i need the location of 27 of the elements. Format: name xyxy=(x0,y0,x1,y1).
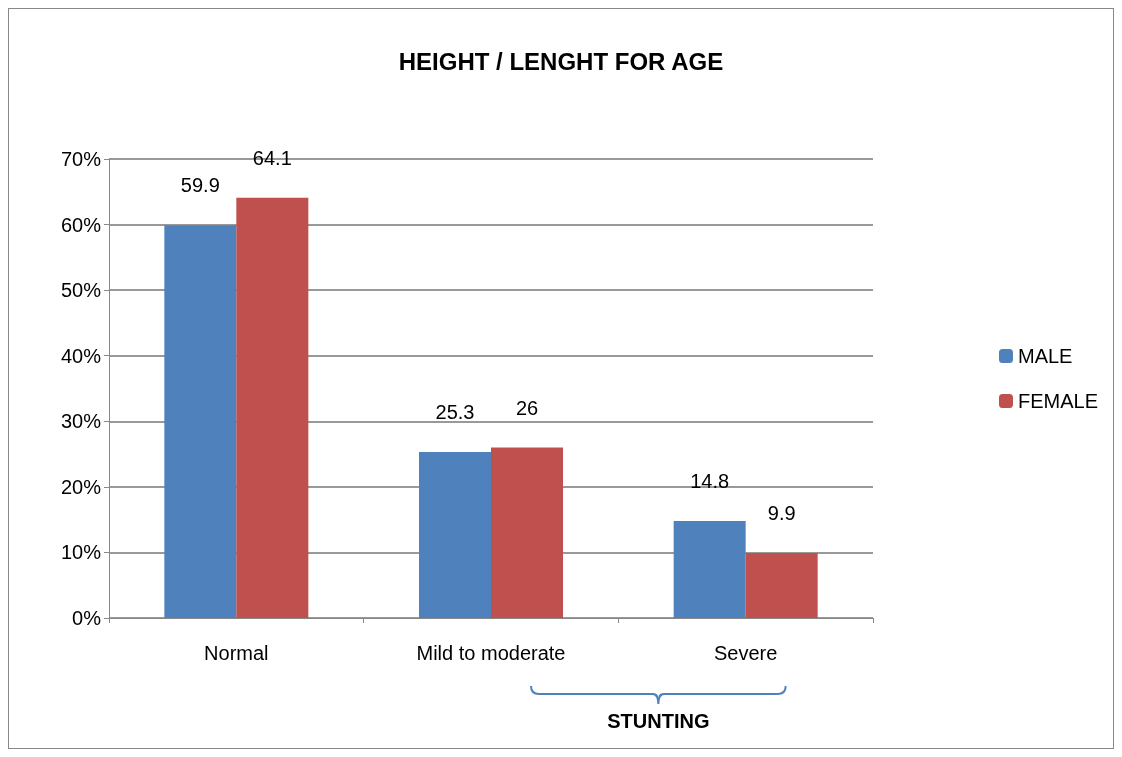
bar xyxy=(491,447,563,618)
y-tick-label: 60% xyxy=(60,213,102,236)
legend-label: MALE xyxy=(1017,345,1073,367)
bar xyxy=(164,225,237,618)
x-tick-label: Normal xyxy=(204,642,269,664)
text: STUNTING xyxy=(606,710,711,733)
y-tick-label: 50% xyxy=(60,279,102,302)
y-tick-label: 40% xyxy=(60,344,102,367)
data-label: 59.9 xyxy=(180,174,220,197)
legend-label: FEMALE xyxy=(1017,390,1099,412)
y-tick-label: 0% xyxy=(72,607,102,629)
bar xyxy=(745,553,818,618)
data-label: 64.1 xyxy=(252,146,292,169)
bar xyxy=(673,520,746,618)
data-label: 9.9 xyxy=(767,502,796,525)
bar xyxy=(236,197,309,618)
data-label: 25.3 xyxy=(435,401,475,424)
y-tick-label: 30% xyxy=(60,410,102,433)
y-tick-label: 20% xyxy=(60,475,102,498)
x-tick-label: Mild to moderate xyxy=(416,642,566,664)
y-tick-label: 70% xyxy=(60,148,102,170)
chart-title: HEIGHT / LENGHT FOR AGE xyxy=(398,47,724,75)
data-label: 14.8 xyxy=(690,469,730,492)
x-tick-label: Severe xyxy=(713,642,778,664)
bar xyxy=(419,452,491,618)
data-label: 26 xyxy=(515,396,539,419)
y-tick-label: 10% xyxy=(60,541,102,564)
